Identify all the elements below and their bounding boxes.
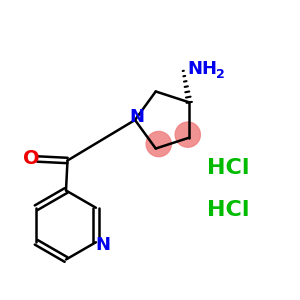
- Text: HCl: HCl: [207, 158, 249, 178]
- Text: NH: NH: [188, 60, 218, 78]
- Text: 2: 2: [216, 68, 225, 81]
- Text: N: N: [129, 108, 144, 126]
- Circle shape: [146, 131, 171, 157]
- Circle shape: [175, 122, 200, 147]
- Text: O: O: [22, 149, 39, 169]
- Text: HCl: HCl: [207, 200, 249, 220]
- Text: N: N: [95, 236, 110, 254]
